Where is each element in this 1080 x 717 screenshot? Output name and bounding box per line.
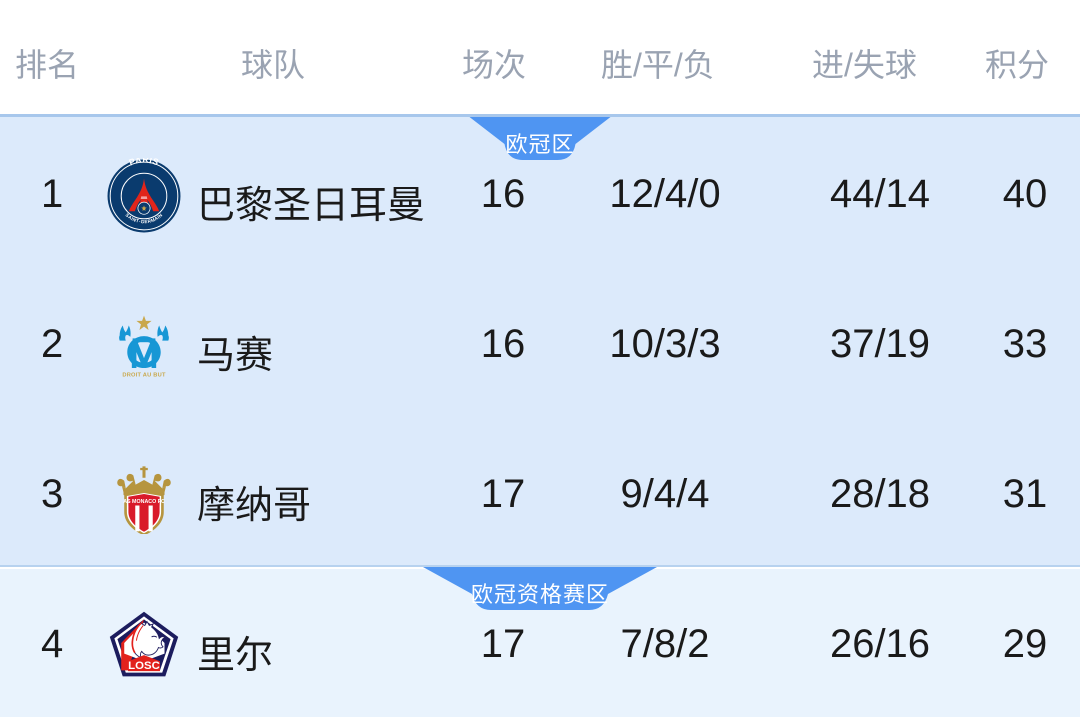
svg-text:AS MONACO FC: AS MONACO FC (123, 499, 165, 505)
svg-text:LOSC: LOSC (128, 660, 160, 672)
svg-text:DROIT AU BUT: DROIT AU BUT (122, 372, 166, 378)
